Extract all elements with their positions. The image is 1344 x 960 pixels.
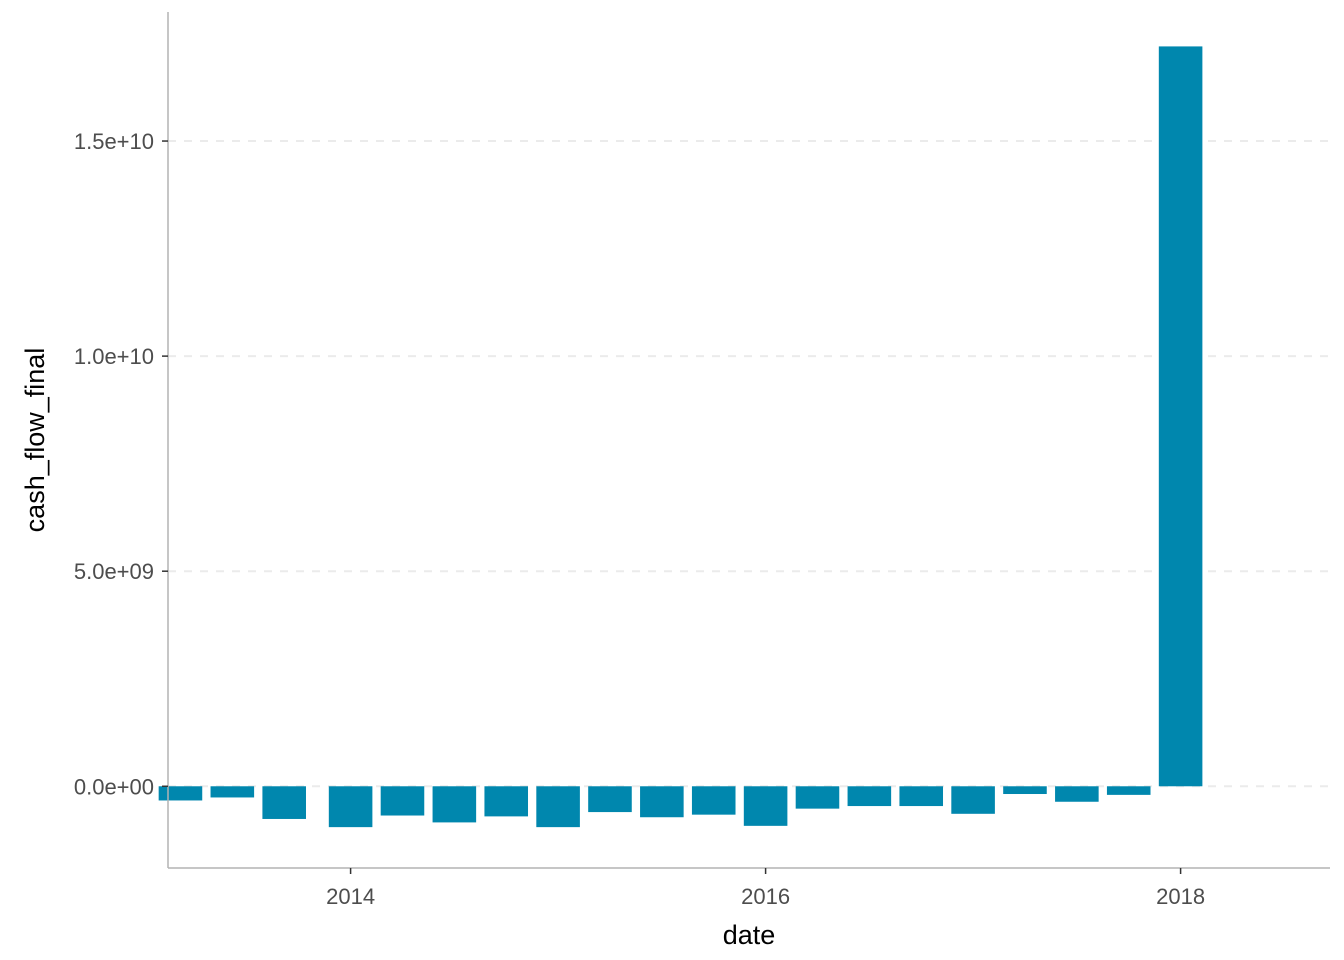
x-axis-ticks: 2014 2016 2018: [326, 868, 1205, 909]
y-tick-label: 1.5e+10: [74, 129, 154, 154]
bar: [795, 786, 840, 809]
bar: [328, 786, 373, 828]
y-tick-label: 1.0e+10: [74, 344, 154, 369]
bar: [380, 786, 425, 816]
bar: [847, 786, 892, 807]
x-tick-label: 2018: [1156, 884, 1205, 909]
bar-series: [158, 46, 1203, 828]
bar: [210, 786, 255, 798]
y-axis-ticks: 0.0e+00 5.0e+09 1.0e+10 1.5e+10: [74, 129, 168, 799]
bar: [640, 786, 684, 818]
bar: [1106, 786, 1151, 795]
bar: [536, 786, 580, 828]
bar: [1055, 786, 1099, 802]
grid-lines: [168, 140, 1330, 788]
x-axis-title: date: [723, 920, 776, 950]
bar: [262, 786, 306, 819]
bar: [588, 786, 632, 813]
x-tick-label: 2014: [326, 884, 375, 909]
x-tick-label: 2016: [741, 884, 790, 909]
bar: [691, 786, 736, 815]
bar: [1158, 46, 1203, 787]
bar: [1003, 786, 1047, 795]
y-tick-label: 5.0e+09: [74, 559, 154, 584]
bar: [899, 786, 944, 807]
bar: [484, 786, 529, 817]
bar: [158, 786, 203, 801]
y-axis-title: cash_flow_final: [20, 348, 50, 533]
y-tick-label: 0.0e+00: [74, 774, 154, 799]
bar: [743, 786, 788, 826]
bar: [432, 786, 477, 823]
bar: [951, 786, 995, 814]
